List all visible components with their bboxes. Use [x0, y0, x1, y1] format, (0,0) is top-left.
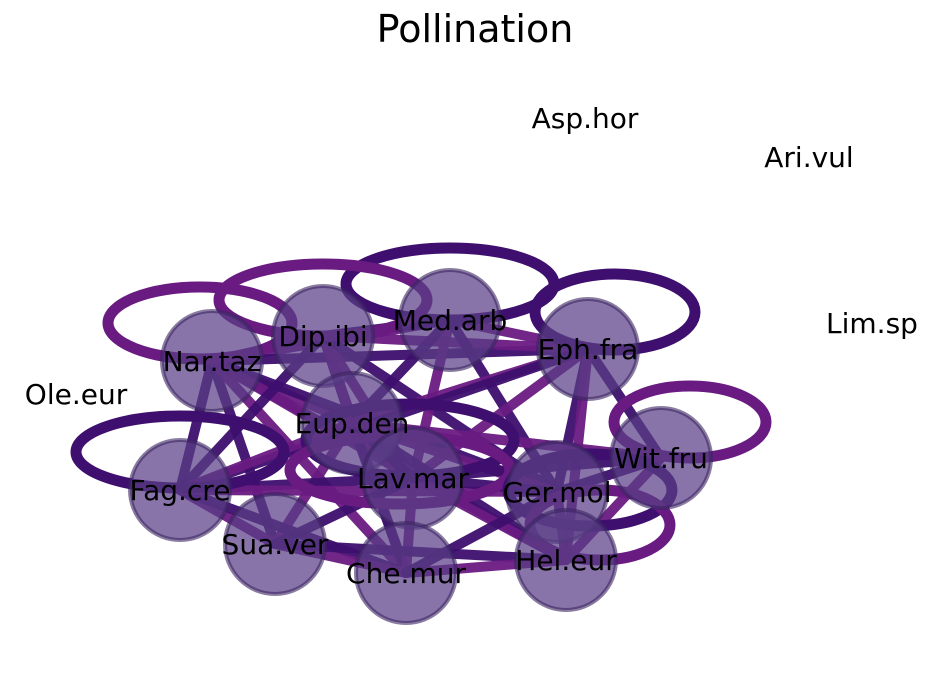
node-label-sua-ver: Sua.ver	[222, 528, 329, 561]
label-layer: Asp.hor Ari.vul Lim.sp Ole.eur Med.arb Dip.ib…	[25, 102, 918, 590]
node-layer	[128, 268, 713, 625]
node-label-ger-mol: Ger.mol	[503, 476, 612, 509]
node-label-lav-mar: Lav.mar	[357, 462, 469, 495]
node-label-nar-taz: Nar.taz	[163, 345, 262, 378]
node-med-arb	[398, 268, 502, 372]
chart-title: Pollination	[377, 7, 574, 51]
node-label-ole-eur: Ole.eur	[25, 378, 128, 411]
node-che-mur	[354, 521, 458, 625]
node-fag-cre	[128, 438, 232, 542]
node-label-eup-den: Eup.den	[295, 407, 410, 440]
node-wit-fru	[609, 406, 713, 510]
node-label-ari-vul: Ari.vul	[764, 141, 853, 174]
node-label-fag-cre: Fag.cre	[130, 474, 231, 507]
node-label-che-mur: Che.mur	[346, 557, 466, 590]
node-label-lim-sp: Lim.sp	[826, 307, 918, 340]
node-label-dip-ibi: Dip.ibi	[278, 320, 367, 353]
node-label-wit-fru: Wit.fru	[614, 442, 708, 475]
node-hel-eur	[514, 508, 618, 612]
node-nar-taz	[160, 309, 264, 413]
node-label-hel-eur: Hel.eur	[515, 544, 617, 577]
node-eph-fra	[536, 297, 640, 401]
node-sua-ver	[223, 492, 327, 596]
node-label-eph-fra: Eph.fra	[538, 333, 639, 366]
node-label-asp-hor: Asp.hor	[532, 102, 639, 135]
edge-nar-taz-eph-fra	[207, 344, 593, 366]
node-label-med-arb: Med.arb	[393, 304, 508, 337]
